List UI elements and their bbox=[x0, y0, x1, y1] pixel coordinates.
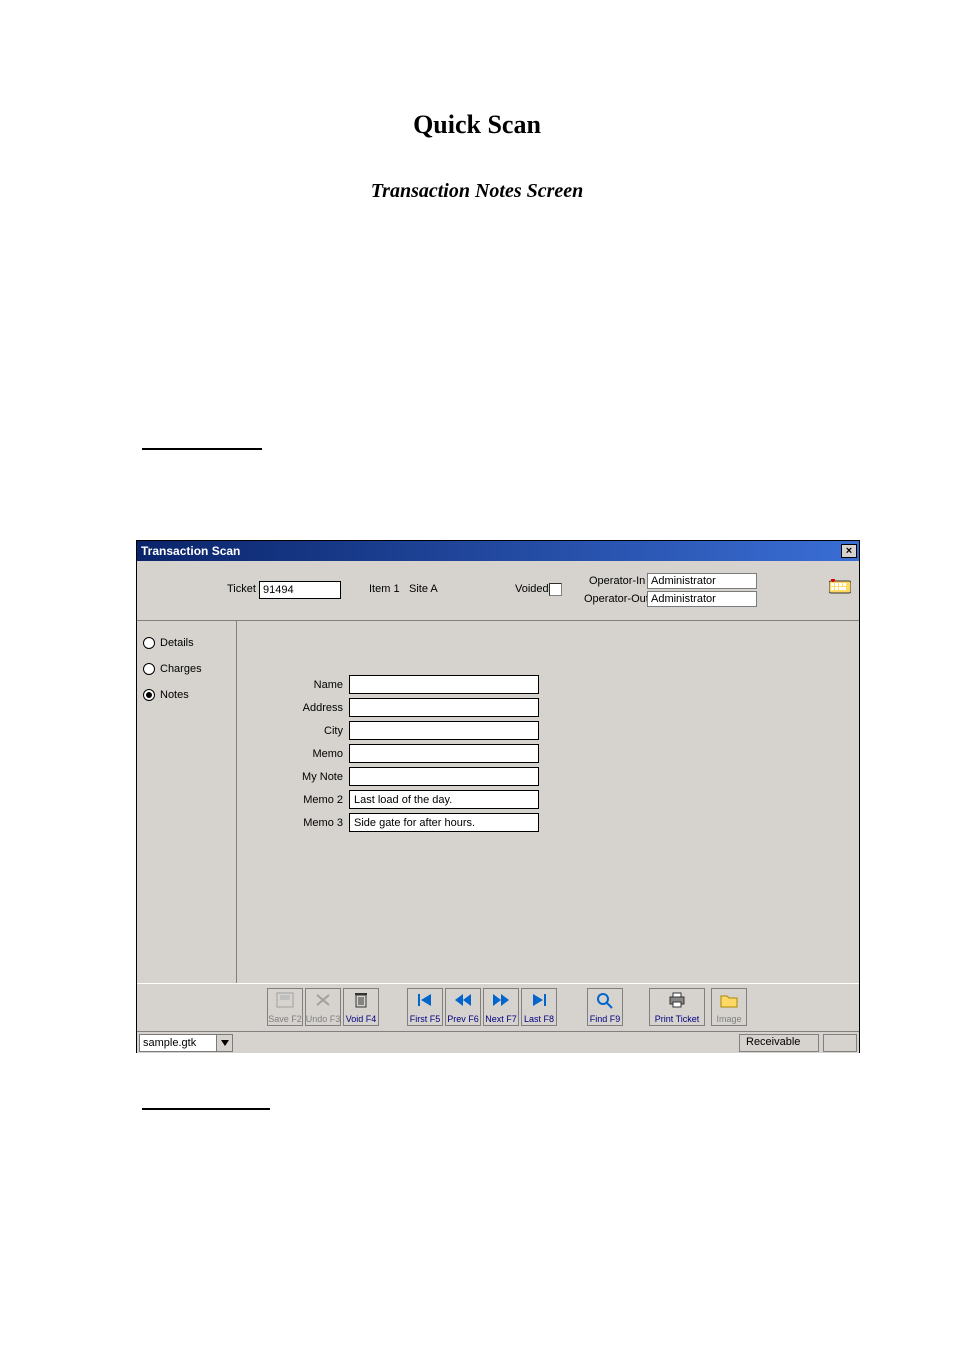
tab-label: Details bbox=[160, 637, 194, 649]
doc-subtitle: Transaction Notes Screen bbox=[0, 180, 954, 203]
operator-in-label: Operator-In bbox=[589, 575, 645, 587]
print-ticket-button[interactable]: Print Ticket bbox=[649, 988, 705, 1026]
save-icon bbox=[275, 991, 295, 1009]
tab-notes[interactable]: Notes bbox=[143, 689, 230, 701]
first-icon bbox=[415, 991, 435, 1009]
image-button[interactable]: Image bbox=[711, 988, 747, 1026]
field-label: Memo bbox=[267, 748, 349, 760]
memo2-field[interactable] bbox=[349, 790, 539, 809]
btn-label: Print Ticket bbox=[655, 1014, 700, 1024]
radio-icon bbox=[143, 637, 155, 649]
radio-icon bbox=[143, 663, 155, 675]
notes-form: Name Address City Memo My Note Memo 2 bbox=[237, 621, 859, 983]
operator-out-field[interactable] bbox=[647, 591, 757, 607]
operator-in-field[interactable] bbox=[647, 573, 757, 589]
field-label: City bbox=[267, 725, 349, 737]
ticket-input[interactable] bbox=[259, 581, 341, 599]
memo-field[interactable] bbox=[349, 744, 539, 763]
btn-label: First F5 bbox=[410, 1014, 441, 1024]
printer-icon bbox=[667, 991, 687, 1009]
prev-icon bbox=[453, 991, 473, 1009]
address-field[interactable] bbox=[349, 698, 539, 717]
window-title: Transaction Scan bbox=[141, 544, 240, 558]
titlebar: Transaction Scan × bbox=[137, 541, 859, 561]
divider bbox=[142, 448, 262, 450]
next-button[interactable]: Next F7 bbox=[483, 988, 519, 1026]
btn-label: Next F7 bbox=[485, 1014, 517, 1024]
site-label: Site A bbox=[409, 583, 438, 595]
field-label: Memo 2 bbox=[267, 794, 349, 806]
btn-label: Void F4 bbox=[346, 1014, 377, 1024]
toolbar: Save F2 Undo F3 Void F4 First F5 Prev F6… bbox=[137, 983, 859, 1031]
field-label: Name bbox=[267, 679, 349, 691]
voided-checkbox[interactable] bbox=[549, 583, 562, 596]
search-icon bbox=[595, 991, 615, 1009]
btn-label: Save F2 bbox=[268, 1014, 302, 1024]
header-row: Ticket Item 1 Site A Voided Operator-In … bbox=[137, 561, 859, 621]
field-label: Memo 3 bbox=[267, 817, 349, 829]
btn-label: Image bbox=[716, 1014, 741, 1024]
btn-label: Find F9 bbox=[590, 1014, 621, 1024]
save-button[interactable]: Save F2 bbox=[267, 988, 303, 1026]
divider bbox=[142, 1108, 270, 1110]
undo-icon bbox=[313, 991, 333, 1009]
radio-icon bbox=[143, 689, 155, 701]
file-name: sample.gtk bbox=[143, 1037, 196, 1049]
close-button[interactable]: × bbox=[841, 544, 857, 558]
btn-label: Undo F3 bbox=[306, 1014, 341, 1024]
tab-label: Charges bbox=[160, 663, 202, 675]
folder-icon bbox=[719, 991, 739, 1009]
mynote-field[interactable] bbox=[349, 767, 539, 786]
voided-label: Voided bbox=[515, 583, 549, 595]
file-dropdown[interactable]: sample.gtk bbox=[139, 1034, 233, 1052]
undo-button[interactable]: Undo F3 bbox=[305, 988, 341, 1026]
item-label: Item 1 bbox=[369, 583, 400, 595]
btn-label: Last F8 bbox=[524, 1014, 554, 1024]
prev-button[interactable]: Prev F6 bbox=[445, 988, 481, 1026]
last-button[interactable]: Last F8 bbox=[521, 988, 557, 1026]
memo3-field[interactable] bbox=[349, 813, 539, 832]
trash-icon bbox=[351, 991, 371, 1009]
ticket-label: Ticket bbox=[227, 583, 256, 595]
field-label: My Note bbox=[267, 771, 349, 783]
city-field[interactable] bbox=[349, 721, 539, 740]
name-field[interactable] bbox=[349, 675, 539, 694]
statusbar: sample.gtk Receivable bbox=[137, 1031, 859, 1053]
last-icon bbox=[529, 991, 549, 1009]
tab-details[interactable]: Details bbox=[143, 637, 230, 649]
next-icon bbox=[491, 991, 511, 1009]
void-button[interactable]: Void F4 bbox=[343, 988, 379, 1026]
doc-title: Quick Scan bbox=[0, 110, 954, 140]
field-label: Address bbox=[267, 702, 349, 714]
tab-label: Notes bbox=[160, 689, 189, 701]
keypad-icon[interactable] bbox=[829, 579, 851, 595]
body-area: Details Charges Notes Name Address City bbox=[137, 621, 859, 983]
status-pane bbox=[823, 1034, 857, 1052]
status-mode: Receivable bbox=[739, 1034, 819, 1052]
first-button[interactable]: First F5 bbox=[407, 988, 443, 1026]
chevron-down-icon bbox=[216, 1035, 232, 1051]
btn-label: Prev F6 bbox=[447, 1014, 479, 1024]
find-button[interactable]: Find F9 bbox=[587, 988, 623, 1026]
transaction-scan-window: Transaction Scan × Ticket Item 1 Site A … bbox=[136, 540, 860, 1053]
tab-charges[interactable]: Charges bbox=[143, 663, 230, 675]
side-tabs: Details Charges Notes bbox=[137, 621, 237, 983]
operator-out-label: Operator-Out bbox=[584, 593, 649, 605]
